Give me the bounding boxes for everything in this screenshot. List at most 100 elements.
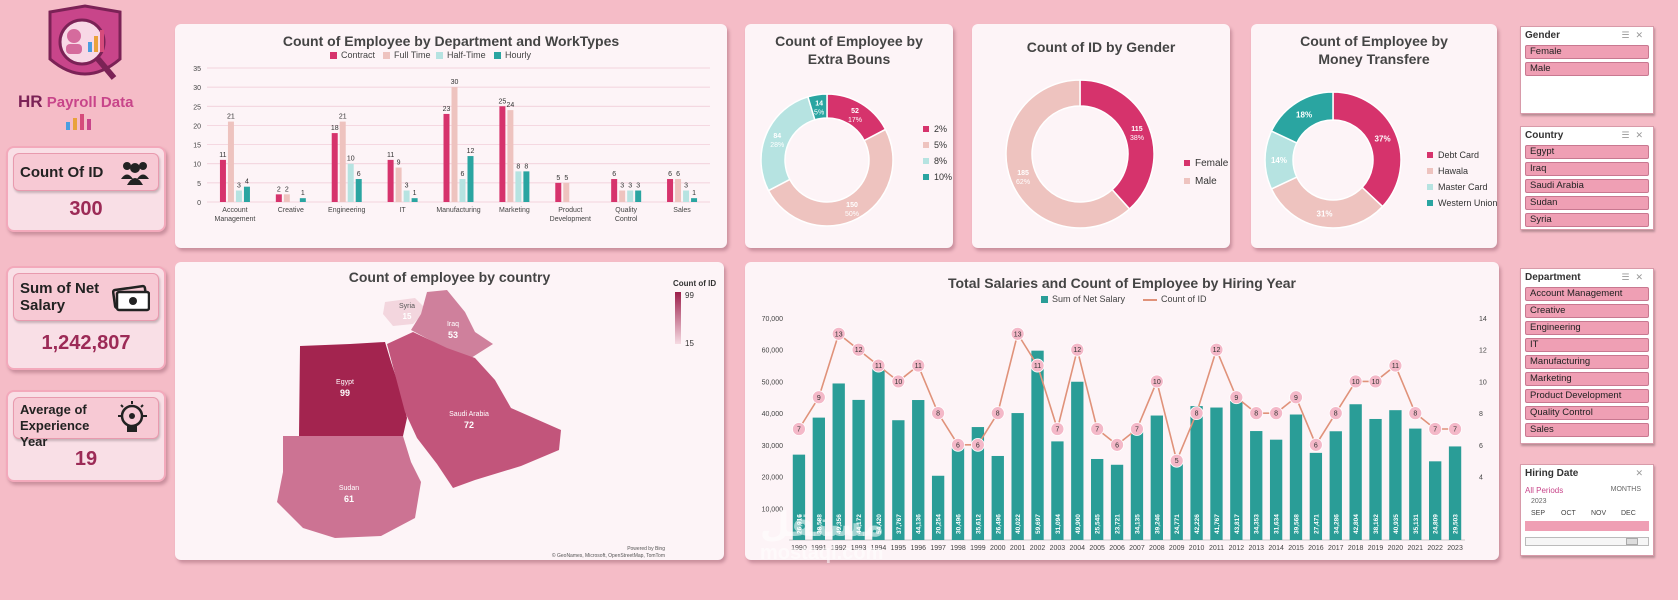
bar xyxy=(283,194,290,202)
y2-tick-label: 14 xyxy=(1479,316,1487,323)
slicer-clear-icon[interactable]: ☰✕ xyxy=(1621,272,1649,282)
chart-gender: Count of ID by Gender 115 38% 185 62% Female… xyxy=(972,24,1230,248)
slicer-item[interactable]: Manufacturing xyxy=(1525,355,1649,369)
salary-bar xyxy=(1329,431,1342,540)
x-tick-label: Sales xyxy=(673,207,691,214)
region-syria[interactable] xyxy=(383,298,427,326)
timeline-unit[interactable]: MONTHS xyxy=(1610,486,1641,493)
bar-label: 42,804 xyxy=(1353,514,1360,534)
timeline-scrollbar[interactable] xyxy=(1525,537,1649,546)
slicer-item[interactable]: Marketing xyxy=(1525,372,1649,386)
timeline-month: OCT xyxy=(1561,510,1576,517)
slicer-item[interactable]: Engineering xyxy=(1525,321,1649,335)
count-label: 12 xyxy=(855,347,863,354)
count-label: 11 xyxy=(1392,363,1399,370)
count-label: 6 xyxy=(1314,442,1318,449)
salary-bar xyxy=(1210,407,1223,540)
x-tick-label: 1995 xyxy=(891,545,907,552)
count-label: 8 xyxy=(1254,411,1258,418)
data-label: 30 xyxy=(451,79,459,86)
data-label: 11 xyxy=(219,152,226,159)
x-tick-label: 1990 xyxy=(791,545,807,552)
salary-bar xyxy=(931,475,945,540)
data-label: 8 xyxy=(516,163,520,170)
count-marker xyxy=(1010,326,1025,341)
bar xyxy=(523,171,530,202)
bar-label: 39,246 xyxy=(1154,514,1161,534)
legend-salary: Sum of Net Salary xyxy=(1041,294,1125,304)
region-saudi[interactable] xyxy=(387,332,561,488)
count-marker xyxy=(1408,406,1423,421)
bar-label: 44,136 xyxy=(916,514,923,534)
slicer-item[interactable]: Female xyxy=(1525,45,1649,59)
bar-label: 34,353 xyxy=(1254,514,1261,534)
count-marker xyxy=(831,326,846,341)
slicer-item[interactable]: Syria xyxy=(1525,213,1649,227)
slicer-item[interactable]: Product Development xyxy=(1525,389,1649,403)
kpi-sum-net-salary: Sum of Net Salary 1,242,807 xyxy=(6,266,166,370)
count-marker xyxy=(1388,358,1403,373)
count-label: 12 xyxy=(1213,347,1221,354)
data-label: 6 xyxy=(668,171,672,178)
slicer-item[interactable]: Account Management xyxy=(1525,287,1649,301)
slicer-item[interactable]: Saudi Arabia xyxy=(1525,179,1649,193)
salary-bar xyxy=(1230,401,1243,540)
slicer-item[interactable]: IT xyxy=(1525,338,1649,352)
y-tick-label: 0 xyxy=(197,200,201,207)
legend-hourly: Hourly xyxy=(494,50,531,60)
bar xyxy=(387,159,394,202)
region-egypt[interactable] xyxy=(299,342,407,436)
x-tick-label: 2010 xyxy=(1189,545,1205,552)
hr-logo-icon xyxy=(48,4,122,80)
legend-label: 8% xyxy=(934,156,947,166)
data-label: 6 xyxy=(612,171,616,178)
bar-label: 40,935 xyxy=(1393,514,1400,534)
slicer-item[interactable]: Sales xyxy=(1525,423,1649,437)
data-label: 10 xyxy=(347,156,355,163)
slicer-item[interactable]: Quality Control xyxy=(1525,406,1649,420)
slicer-clear-icon[interactable]: ☰✕ xyxy=(1621,30,1649,40)
count-marker xyxy=(1249,406,1264,421)
x-tick-label: IT xyxy=(399,207,406,214)
slicer-item[interactable]: Creative xyxy=(1525,304,1649,318)
lightbulb-gear-icon xyxy=(118,401,147,432)
salary-bar xyxy=(1031,350,1044,540)
bar-label: 43,817 xyxy=(1234,514,1241,534)
data-label: 4 xyxy=(245,179,249,186)
slicer-title: Hiring Date xyxy=(1525,468,1579,479)
count-marker xyxy=(1189,406,1204,421)
donut-slice xyxy=(1005,79,1131,229)
bar xyxy=(499,106,506,202)
bar xyxy=(275,194,282,202)
data-label: 2 xyxy=(277,186,281,193)
slicer-item[interactable]: Iraq xyxy=(1525,162,1649,176)
timeline-period[interactable]: All Periods xyxy=(1525,486,1564,495)
region-sudan[interactable] xyxy=(277,436,421,538)
country-map: Syria 15 Iraq 53 Egypt 99 Saudi Arabia 7… xyxy=(277,279,716,559)
x-tick-label: 1996 xyxy=(910,545,926,552)
slicer-item[interactable]: Sudan xyxy=(1525,196,1649,210)
count-marker xyxy=(851,342,866,357)
chart-legend: Sum of Net Salary Count of ID xyxy=(745,294,1499,306)
timeline-clear-icon[interactable]: ✕ xyxy=(1635,468,1649,478)
bar-label: 20,254 xyxy=(936,514,943,534)
count-marker xyxy=(1110,437,1124,452)
bar xyxy=(683,190,690,202)
timeline-month: NOV xyxy=(1591,510,1607,517)
y-tick-label: 40,000 xyxy=(762,411,784,418)
y2-tick-label: 10 xyxy=(1479,379,1487,386)
y-tick-label: 25 xyxy=(193,104,201,111)
kpi-header: Count Of ID xyxy=(13,153,159,191)
region-iraq[interactable] xyxy=(411,290,493,358)
slicer-item[interactable]: Male xyxy=(1525,62,1649,76)
timeline-bar[interactable] xyxy=(1525,521,1649,531)
bar-label: 25,545 xyxy=(1095,514,1102,534)
scrollbar-thumb[interactable] xyxy=(1626,538,1638,545)
legend-label: Male xyxy=(1195,176,1217,187)
slicer-clear-icon[interactable]: ☰✕ xyxy=(1621,130,1649,140)
legend-swatch xyxy=(923,158,929,164)
count-marker xyxy=(1269,406,1284,421)
slicer-item[interactable]: Egypt xyxy=(1525,145,1649,159)
count-marker xyxy=(970,437,985,452)
legend-swatch xyxy=(923,174,929,180)
